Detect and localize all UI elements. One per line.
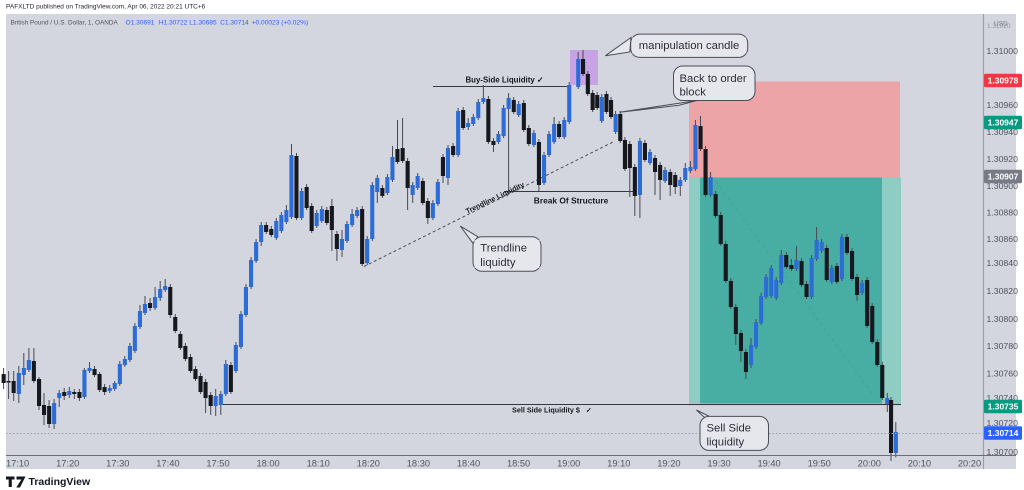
svg-text:1.31000: 1.31000 [987,46,1019,56]
svg-text:USD: USD [994,21,1008,28]
svg-text:18:00: 18:00 [256,459,279,469]
svg-text:1.30780: 1.30780 [987,341,1019,351]
svg-text:20:10: 20:10 [908,459,931,469]
svg-text:19:10: 19:10 [607,459,630,469]
svg-text:1.30714: 1.30714 [988,428,1019,438]
svg-text:1.30800: 1.30800 [987,314,1019,324]
svg-text:1.30978: 1.30978 [988,76,1019,86]
svg-text:1.30880: 1.30880 [987,208,1019,218]
svg-text:19:50: 19:50 [808,459,831,469]
svg-text:1.31020: 1.31020 [987,23,1011,30]
svg-text:19:00: 19:00 [557,459,580,469]
svg-text:Sell Side Liquidity $ ✓: Sell Side Liquidity $ ✓ [512,406,592,415]
svg-text:C1.30714: C1.30714 [220,20,249,27]
svg-text:18:40: 18:40 [457,459,480,469]
svg-text:block: block [680,87,707,99]
svg-text:liquidity: liquidity [707,437,745,449]
svg-text:19:30: 19:30 [707,459,730,469]
svg-text:1.30920: 1.30920 [987,154,1019,164]
svg-text:1.30740: 1.30740 [987,393,1019,403]
svg-text:liquidty: liquidty [480,257,516,269]
svg-text:18:20: 18:20 [357,459,380,469]
svg-text:18:30: 18:30 [407,459,430,469]
svg-text:1.30760: 1.30760 [987,369,1019,379]
svg-text:17:40: 17:40 [156,459,179,469]
svg-text:Break Of Structure: Break Of Structure [534,196,609,206]
svg-text:Trendline: Trendline [480,243,527,255]
svg-text:20:20: 20:20 [958,459,981,469]
svg-text:1.30940: 1.30940 [987,127,1019,137]
svg-text:L1.30685: L1.30685 [189,20,217,27]
svg-text:O1.30691: O1.30691 [126,20,155,27]
svg-text:1.30900: 1.30900 [987,181,1019,191]
svg-text:1.30840: 1.30840 [987,258,1019,268]
svg-text:1.30947: 1.30947 [988,118,1019,128]
svg-text:H1.30722: H1.30722 [159,20,188,27]
svg-text:+0.00023 (+0.02%): +0.00023 (+0.02%) [252,20,308,27]
svg-text:TradingView: TradingView [29,476,91,488]
svg-text:Buy-Side Liquidity ✓: Buy-Side Liquidity ✓ [465,76,543,85]
svg-text:PAFXLTD published on TradingVi: PAFXLTD published on TradingView.com, Ap… [6,3,206,10]
svg-text:18:50: 18:50 [507,459,530,469]
svg-text:19:40: 19:40 [757,459,780,469]
svg-text:1.30860: 1.30860 [987,234,1019,244]
svg-text:1.30960: 1.30960 [987,100,1019,110]
svg-text:17:20: 17:20 [56,459,79,469]
svg-text:1.30820: 1.30820 [987,286,1019,296]
svg-text:17:30: 17:30 [106,459,129,469]
svg-text:18:10: 18:10 [307,459,330,469]
svg-text:17:50: 17:50 [206,459,229,469]
svg-text:17:10: 17:10 [6,459,29,469]
svg-text:Sell Side: Sell Side [707,423,752,435]
svg-text:1.30720: 1.30720 [987,418,1019,428]
svg-text:20:00: 20:00 [858,459,881,469]
svg-text:British Pound / U.S. Dollar, 1: British Pound / U.S. Dollar, 1, OANDA [11,20,119,27]
svg-text:Back to order: Back to order [680,73,747,85]
svg-text:1.30907: 1.30907 [988,172,1019,182]
svg-text:1.30700: 1.30700 [987,447,1019,457]
svg-text:19:20: 19:20 [657,459,680,469]
svg-text:1.30735: 1.30735 [988,402,1019,412]
svg-text:manipulation candle: manipulation candle [639,40,740,52]
